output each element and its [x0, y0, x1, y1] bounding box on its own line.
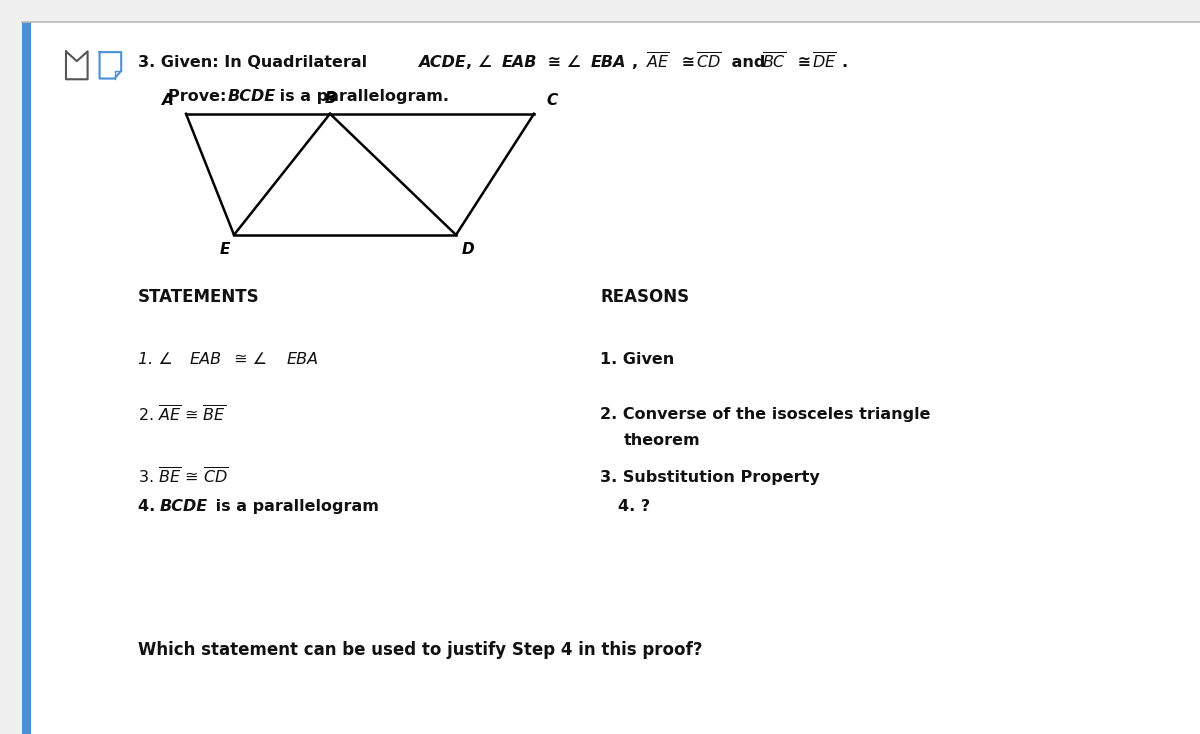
Text: ≅: ≅ — [792, 55, 817, 70]
Text: STATEMENTS: STATEMENTS — [138, 288, 259, 306]
FancyBboxPatch shape — [22, 22, 1200, 734]
Text: 3. Given: In Quadrilateral: 3. Given: In Quadrilateral — [138, 55, 373, 70]
Text: ≅ ∠: ≅ ∠ — [542, 55, 587, 70]
Text: and: and — [726, 55, 772, 70]
Text: $\overline{AE}$: $\overline{AE}$ — [646, 52, 670, 73]
Text: 3. Substitution Property: 3. Substitution Property — [600, 470, 820, 484]
Text: theorem: theorem — [624, 433, 701, 448]
Text: REASONS: REASONS — [600, 288, 689, 306]
Text: , ∠: , ∠ — [466, 55, 497, 70]
Text: Which statement can be used to justify Step 4 in this proof?: Which statement can be used to justify S… — [138, 641, 702, 658]
Text: is a parallelogram.: is a parallelogram. — [274, 90, 449, 104]
Text: $\overline{BC}$: $\overline{BC}$ — [762, 52, 786, 73]
Text: ,: , — [632, 55, 644, 70]
Text: E: E — [220, 242, 229, 257]
Text: ACDE: ACDE — [418, 55, 466, 70]
Text: $\overline{DE}$: $\overline{DE}$ — [812, 52, 836, 73]
Text: EAB: EAB — [190, 352, 222, 367]
Text: EAB: EAB — [502, 55, 538, 70]
Text: .: . — [841, 55, 847, 70]
Text: 3. $\overline{BE}$ ≅ $\overline{CD}$: 3. $\overline{BE}$ ≅ $\overline{CD}$ — [138, 467, 228, 487]
Text: BCDE: BCDE — [228, 90, 276, 104]
Text: 2. Converse of the isosceles triangle: 2. Converse of the isosceles triangle — [600, 407, 930, 422]
Text: 2. $\overline{AE}$ ≅ $\overline{BE}$: 2. $\overline{AE}$ ≅ $\overline{BE}$ — [138, 404, 226, 425]
Text: D: D — [462, 242, 474, 257]
Text: 1. Given: 1. Given — [600, 352, 674, 367]
Text: 1. ∠: 1. ∠ — [138, 352, 178, 367]
Text: 4. ?: 4. ? — [618, 499, 650, 514]
Text: ≅ ∠: ≅ ∠ — [229, 352, 272, 367]
Text: 4.: 4. — [138, 499, 161, 514]
Text: EBA: EBA — [287, 352, 319, 367]
Text: Prove:: Prove: — [168, 90, 232, 104]
Text: $\overline{CD}$: $\overline{CD}$ — [696, 52, 721, 73]
FancyBboxPatch shape — [22, 22, 31, 734]
Text: ≅: ≅ — [676, 55, 701, 70]
Text: C: C — [546, 93, 557, 108]
Text: B: B — [324, 92, 336, 106]
Text: EBA: EBA — [590, 55, 626, 70]
Text: is a parallelogram: is a parallelogram — [210, 499, 379, 514]
Text: BCDE: BCDE — [160, 499, 208, 514]
Text: A: A — [162, 93, 174, 108]
